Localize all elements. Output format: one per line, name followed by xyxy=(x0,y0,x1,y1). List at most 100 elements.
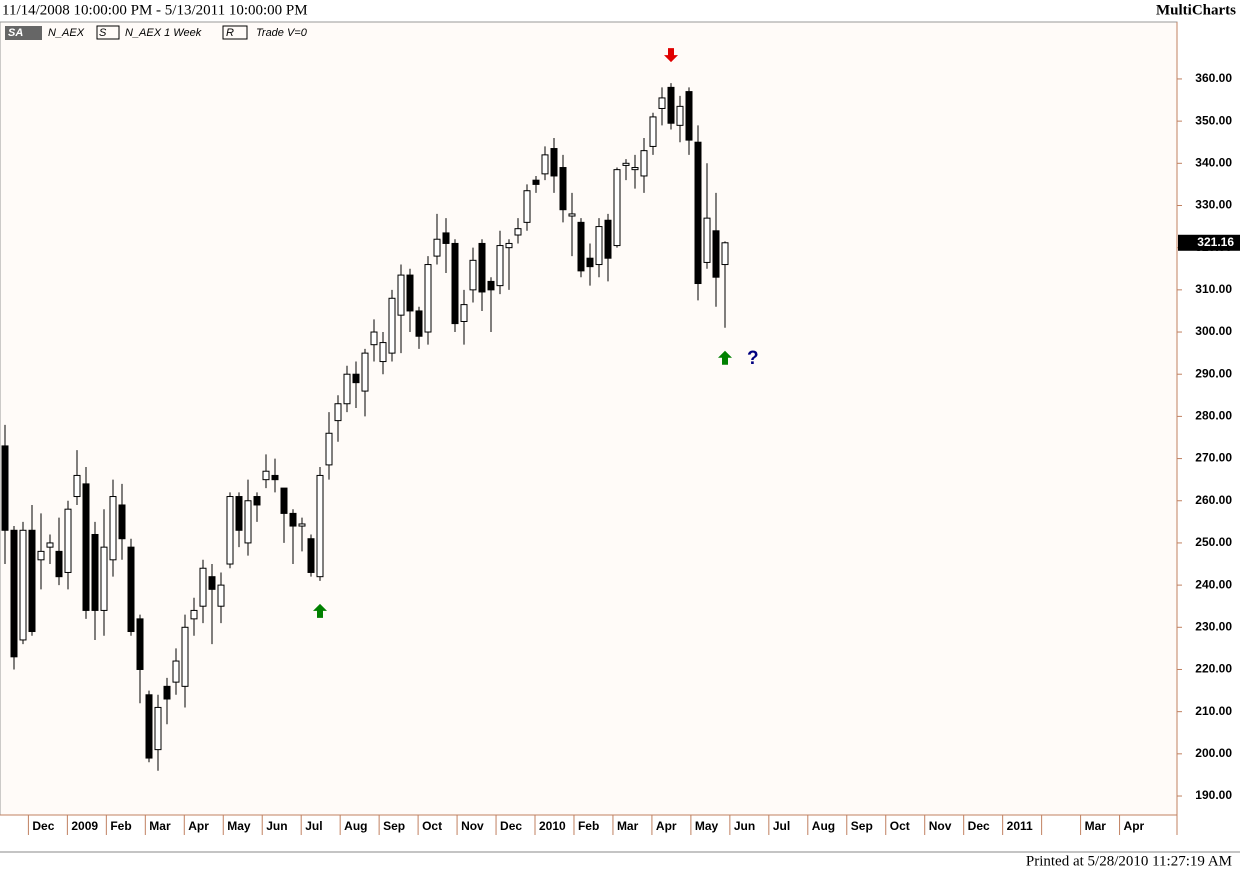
candle-body xyxy=(586,257,594,268)
candle-body xyxy=(127,546,135,633)
x-tick-label: Apr xyxy=(188,819,209,833)
candle-body xyxy=(667,86,675,124)
y-tick-label: 280.00 xyxy=(1195,409,1232,423)
x-tick-label: Feb xyxy=(110,819,131,833)
candle-body xyxy=(649,116,657,147)
candle-body xyxy=(631,167,639,171)
signal-arrow xyxy=(664,48,678,63)
y-tick-label: 190.00 xyxy=(1195,788,1232,802)
candle-body xyxy=(235,496,243,531)
candle-body xyxy=(82,483,90,611)
candle-body xyxy=(604,219,612,259)
candle-body xyxy=(172,660,180,683)
candle-body xyxy=(541,154,549,175)
x-tick-label: Aug xyxy=(344,819,367,833)
plot-area xyxy=(0,21,1178,816)
app-name: MultiCharts xyxy=(1156,2,1236,18)
date-range: 11/14/2008 10:00:00 PM - 5/13/2011 10:00… xyxy=(2,2,308,18)
candle-body xyxy=(217,584,225,607)
candle-body xyxy=(181,626,189,687)
candle-body xyxy=(280,487,288,514)
x-tick-label: Sep xyxy=(383,819,405,833)
candle-body xyxy=(685,91,693,141)
y-tick-label: 340.00 xyxy=(1195,155,1232,169)
x-tick-label: Feb xyxy=(578,819,599,833)
candle-body xyxy=(694,141,702,285)
y-tick-label: 300.00 xyxy=(1195,324,1232,338)
signal-arrow xyxy=(718,350,732,365)
candle-body xyxy=(298,523,306,527)
candle-body xyxy=(325,432,333,466)
x-tick-label: Dec xyxy=(500,819,522,833)
x-tick-label: Dec xyxy=(32,819,54,833)
r-box xyxy=(222,25,248,40)
candle-body xyxy=(577,221,585,272)
y-tick-label: 240.00 xyxy=(1195,577,1232,591)
candle-body xyxy=(532,179,540,185)
candle-body xyxy=(712,230,720,278)
candle-body xyxy=(505,242,513,249)
candle-body xyxy=(721,242,729,266)
candle-body xyxy=(100,546,108,611)
candle-body xyxy=(622,162,630,166)
y-tick-label: 310.00 xyxy=(1195,282,1232,296)
candle-body xyxy=(442,232,450,244)
candle-body xyxy=(676,105,684,126)
candle-body xyxy=(190,609,198,620)
y-tick-label: 260.00 xyxy=(1195,493,1232,507)
candle-body xyxy=(388,297,396,354)
mode: Trade V=0 xyxy=(256,27,308,39)
series-label: N_AEX 1 Week xyxy=(125,27,202,39)
candle-body xyxy=(244,500,252,544)
candle-body xyxy=(496,245,504,287)
candle-body xyxy=(352,373,360,384)
x-tick-label: Apr xyxy=(1124,819,1145,833)
y-tick-label: 360.00 xyxy=(1195,71,1232,85)
badge: SA xyxy=(8,27,23,39)
y-tick-label: 350.00 xyxy=(1195,113,1232,127)
candle-body xyxy=(316,474,324,578)
candle-body xyxy=(163,685,171,700)
x-tick-label: Nov xyxy=(461,819,484,833)
candle-body xyxy=(10,529,18,658)
candle-body xyxy=(487,280,495,291)
footer: Printed at 5/28/2010 11:27:19 AM xyxy=(1026,853,1232,869)
x-tick-label: Jun xyxy=(266,819,287,833)
x-tick-label: Oct xyxy=(890,819,910,833)
candle-body xyxy=(658,97,666,109)
annotation: ? xyxy=(747,348,759,369)
y-tick-label: 330.00 xyxy=(1195,198,1232,212)
x-tick-label: Aug xyxy=(812,819,835,833)
candle-body xyxy=(109,496,117,561)
s-box xyxy=(96,25,120,40)
r-label: R xyxy=(226,27,234,39)
candle-body xyxy=(424,264,432,333)
candle-body xyxy=(226,496,234,565)
candle-body xyxy=(415,310,423,337)
x-tick-label: Oct xyxy=(422,819,442,833)
candle-body xyxy=(64,508,72,573)
candle-body xyxy=(289,512,297,527)
candle-body xyxy=(370,331,378,346)
candle-body xyxy=(460,304,468,322)
candle-body xyxy=(406,274,414,312)
candle-body xyxy=(262,470,270,481)
y-tick-label: 200.00 xyxy=(1195,746,1232,760)
y-tick-label: 250.00 xyxy=(1195,535,1232,549)
candle-body xyxy=(469,259,477,291)
candle-body xyxy=(55,550,63,578)
candle-body xyxy=(361,352,369,392)
candle-body xyxy=(568,213,576,217)
s-label: S xyxy=(99,27,107,39)
candle-body xyxy=(703,217,711,263)
x-tick-label: Mar xyxy=(617,819,639,833)
candle-body xyxy=(118,504,126,540)
x-tick-label: Sep xyxy=(851,819,873,833)
candle-body xyxy=(307,538,315,573)
candle-body xyxy=(640,150,648,177)
x-tick-label: Jul xyxy=(773,819,790,833)
y-tick-label: 290.00 xyxy=(1195,366,1232,380)
last-price-box xyxy=(1178,234,1240,251)
candle-body xyxy=(73,474,81,498)
